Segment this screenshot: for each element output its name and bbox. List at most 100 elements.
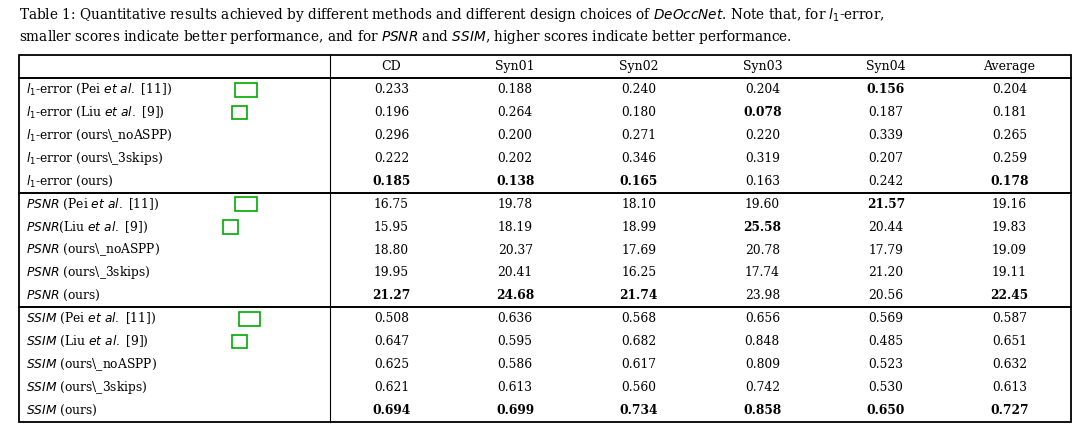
Text: 0.185: 0.185 (373, 175, 410, 188)
Text: 0.656: 0.656 (745, 312, 780, 325)
Text: 0.650: 0.650 (867, 404, 905, 417)
Bar (239, 312, 260, 325)
Bar (224, 220, 239, 234)
Text: $l_1$-error (Liu $\mathit{et\ al.}$ [9]): $l_1$-error (Liu $\mathit{et\ al.}$ [9]) (26, 105, 164, 120)
Text: 0.699: 0.699 (496, 404, 535, 417)
Text: 0.560: 0.560 (621, 381, 657, 394)
Text: 0.296: 0.296 (374, 129, 409, 142)
Text: 20.44: 20.44 (868, 221, 904, 233)
Text: 17.79: 17.79 (868, 244, 904, 256)
Text: 20.56: 20.56 (868, 289, 904, 302)
Text: 0.138: 0.138 (496, 175, 535, 188)
Text: $l_1$-error (ours\_3skips): $l_1$-error (ours\_3skips) (26, 150, 163, 167)
Text: 20.41: 20.41 (498, 266, 532, 279)
Text: 0.319: 0.319 (745, 152, 780, 165)
Text: 0.265: 0.265 (993, 129, 1027, 142)
Text: 25.58: 25.58 (743, 221, 781, 233)
Text: 0.259: 0.259 (993, 152, 1027, 165)
Text: 0.078: 0.078 (743, 106, 782, 119)
Text: $l_1$-error (ours): $l_1$-error (ours) (26, 174, 113, 189)
Text: 0.180: 0.180 (621, 106, 657, 119)
Text: $\mathit{SSIM}$ (ours\_3skips): $\mathit{SSIM}$ (ours\_3skips) (26, 379, 148, 396)
Text: 0.587: 0.587 (993, 312, 1027, 325)
Text: Syn01: Syn01 (496, 60, 535, 73)
Text: $\mathit{SSIM}$ (ours): $\mathit{SSIM}$ (ours) (26, 403, 97, 418)
Text: Table 1: Quantitative results achieved by different methods and different design: Table 1: Quantitative results achieved b… (19, 6, 886, 24)
Text: $\mathit{PSNR}$ (ours\_3skips): $\mathit{PSNR}$ (ours\_3skips) (26, 265, 150, 282)
Text: 0.178: 0.178 (990, 175, 1029, 188)
Text: 0.694: 0.694 (373, 404, 410, 417)
Text: 0.200: 0.200 (498, 129, 532, 142)
Text: 0.682: 0.682 (621, 335, 657, 348)
Text: 19.95: 19.95 (374, 266, 409, 279)
Text: 19.60: 19.60 (745, 198, 780, 211)
Text: 0.734: 0.734 (620, 404, 658, 417)
Text: 0.625: 0.625 (374, 358, 409, 371)
Text: 19.11: 19.11 (993, 266, 1027, 279)
Text: 0.568: 0.568 (621, 312, 657, 325)
Text: $\mathit{PSNR}$(Liu $\mathit{et\ al.}$ [9]): $\mathit{PSNR}$(Liu $\mathit{et\ al.}$ [… (26, 219, 148, 235)
Text: 0.485: 0.485 (868, 335, 904, 348)
Text: 15.95: 15.95 (374, 221, 409, 233)
Text: 17.74: 17.74 (745, 266, 780, 279)
Text: 18.99: 18.99 (621, 221, 657, 233)
Text: $\mathit{PSNR}$ (Pei $\mathit{et\ al.}$ [11]): $\mathit{PSNR}$ (Pei $\mathit{et\ al.}$ … (26, 197, 159, 212)
Text: $\mathit{PSNR}$ (ours\_noASPP): $\mathit{PSNR}$ (ours\_noASPP) (26, 242, 160, 259)
Bar (235, 197, 257, 211)
Text: 19.09: 19.09 (993, 244, 1027, 256)
Text: 0.613: 0.613 (993, 381, 1027, 394)
Text: 18.10: 18.10 (621, 198, 657, 211)
Text: 0.242: 0.242 (868, 175, 904, 188)
Text: 0.742: 0.742 (745, 381, 780, 394)
Text: $l_1$-error (Pei $\mathit{et\ al.}$ [11]): $l_1$-error (Pei $\mathit{et\ al.}$ [11]… (26, 82, 172, 97)
Text: smaller scores indicate better performance, and for $\mathit{PSNR}$ and $\mathit: smaller scores indicate better performan… (19, 28, 793, 46)
Text: 0.530: 0.530 (868, 381, 903, 394)
Text: 0.233: 0.233 (374, 83, 409, 96)
Text: $\mathit{SSIM}$ (Liu $\mathit{et\ al.}$ [9]): $\mathit{SSIM}$ (Liu $\mathit{et\ al.}$ … (26, 334, 149, 349)
Text: 20.78: 20.78 (745, 244, 780, 256)
Text: 21.27: 21.27 (373, 289, 410, 302)
Text: 21.20: 21.20 (868, 266, 904, 279)
Text: 0.595: 0.595 (498, 335, 532, 348)
Text: 0.621: 0.621 (374, 381, 409, 394)
Text: Average: Average (984, 60, 1036, 73)
Text: 0.196: 0.196 (374, 106, 409, 119)
Text: 0.188: 0.188 (498, 83, 532, 96)
Bar (232, 106, 247, 119)
Text: 22.45: 22.45 (990, 289, 1028, 302)
Text: 0.240: 0.240 (621, 83, 657, 96)
Text: 19.78: 19.78 (498, 198, 532, 211)
Text: 0.848: 0.848 (745, 335, 780, 348)
Text: 0.617: 0.617 (621, 358, 657, 371)
Text: 24.68: 24.68 (496, 289, 535, 302)
Text: 0.220: 0.220 (745, 129, 780, 142)
Bar (232, 335, 247, 348)
Text: 16.75: 16.75 (374, 198, 409, 211)
Text: 0.222: 0.222 (374, 152, 409, 165)
Text: 0.181: 0.181 (993, 106, 1027, 119)
Text: 0.204: 0.204 (745, 83, 780, 96)
Text: 0.809: 0.809 (745, 358, 780, 371)
Text: 21.57: 21.57 (867, 198, 905, 211)
Text: 0.508: 0.508 (374, 312, 409, 325)
Text: 0.613: 0.613 (498, 381, 532, 394)
Text: 0.651: 0.651 (993, 335, 1027, 348)
Text: $\mathit{SSIM}$ (Pei $\mathit{et\ al.}$ [11]): $\mathit{SSIM}$ (Pei $\mathit{et\ al.}$ … (26, 311, 157, 326)
Text: 0.632: 0.632 (993, 358, 1027, 371)
Text: $l_1$-error (ours\_noASPP): $l_1$-error (ours\_noASPP) (26, 127, 173, 144)
Text: Syn02: Syn02 (619, 60, 659, 73)
Text: 0.207: 0.207 (868, 152, 904, 165)
Text: 19.83: 19.83 (993, 221, 1027, 233)
Text: 16.25: 16.25 (621, 266, 657, 279)
Text: 0.165: 0.165 (620, 175, 658, 188)
Text: 17.69: 17.69 (621, 244, 657, 256)
Text: 21.74: 21.74 (620, 289, 658, 302)
Text: 0.204: 0.204 (993, 83, 1027, 96)
Text: 0.636: 0.636 (498, 312, 532, 325)
Text: $\mathit{PSNR}$ (ours): $\mathit{PSNR}$ (ours) (26, 288, 100, 303)
Text: 0.163: 0.163 (745, 175, 780, 188)
Text: 0.187: 0.187 (868, 106, 904, 119)
Text: 0.202: 0.202 (498, 152, 532, 165)
Text: Syn03: Syn03 (743, 60, 782, 73)
Text: 0.727: 0.727 (990, 404, 1029, 417)
